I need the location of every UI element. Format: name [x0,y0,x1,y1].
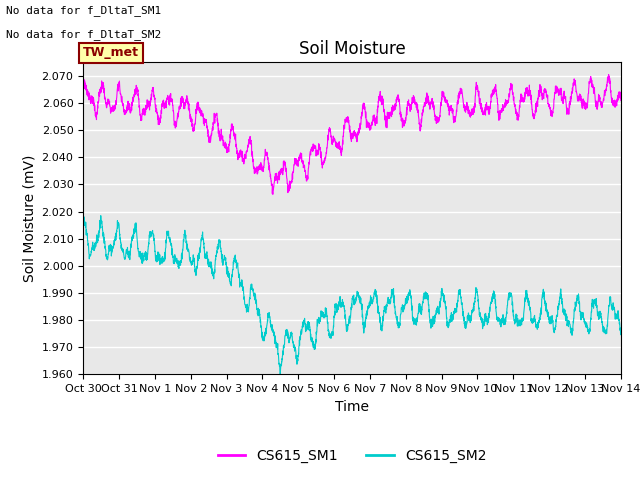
CS615_SM2 [141,253,148,259]
CS615_SM2 [549,319,557,324]
Y-axis label: Soil Moisture (mV): Soil Moisture (mV) [22,155,36,282]
CS615_SM2 [286,337,294,343]
Text: No data for f_DltaT_SM1: No data for f_DltaT_SM1 [6,5,162,16]
CS615_SM1 [173,124,180,130]
CS615_SM1 [605,72,612,77]
Text: No data for f_DltaT_SM2: No data for f_DltaT_SM2 [6,29,162,40]
Title: Soil Moisture: Soil Moisture [299,40,405,58]
CS615_SM1 [607,89,614,95]
X-axis label: Time: Time [335,400,369,414]
CS615_SM1 [548,108,556,114]
Text: TW_met: TW_met [83,46,140,59]
CS615_SM2 [173,258,180,264]
CS615_SM1 [617,97,625,103]
CS615_SM1 [309,146,317,152]
CS615_SM1 [285,178,293,184]
CS615_SM1 [269,192,276,197]
CS615_SM2 [617,331,625,337]
CS615_SM1 [141,107,148,112]
CS615_SM2 [79,219,87,225]
Legend: CS615_SM1, CS615_SM2: CS615_SM1, CS615_SM2 [212,443,492,468]
Line: CS615_SM2: CS615_SM2 [83,216,621,374]
CS615_SM2 [607,294,614,300]
CS615_SM1 [79,87,87,93]
CS615_SM2 [276,372,284,377]
CS615_SM2 [97,213,104,218]
Line: CS615_SM1: CS615_SM1 [83,74,621,194]
CS615_SM2 [309,338,317,344]
